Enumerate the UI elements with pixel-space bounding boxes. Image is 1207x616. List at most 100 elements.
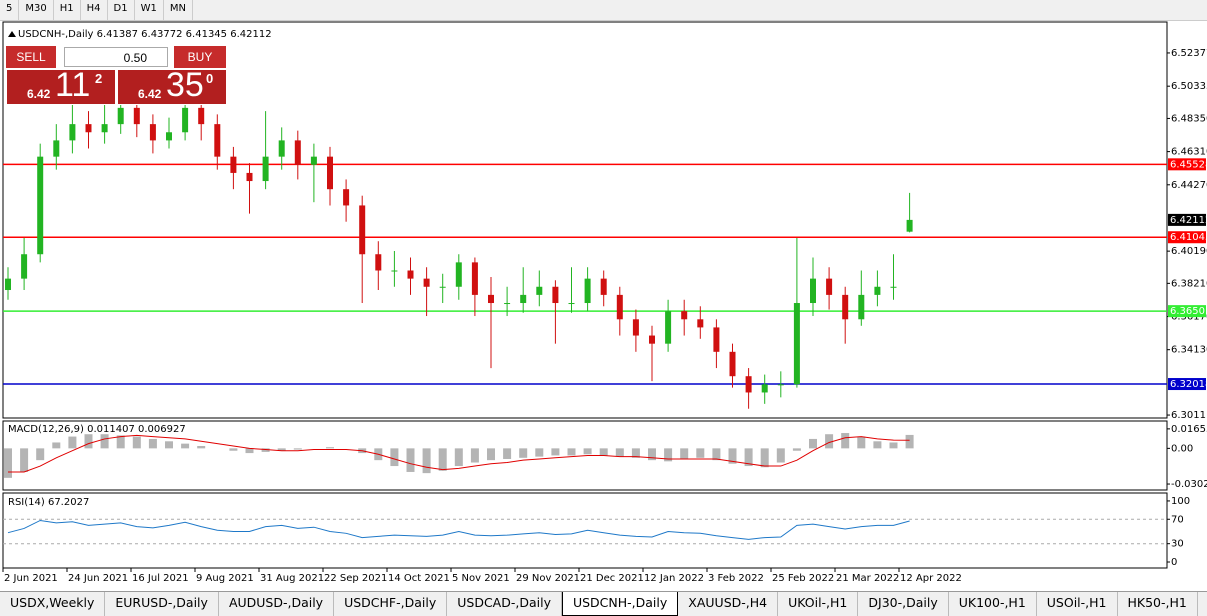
chart-tab[interactable]: EU: [1198, 592, 1207, 616]
macd-bar: [100, 434, 109, 449]
date-label: 12 Jan 2022: [644, 573, 704, 584]
macd-bar: [519, 448, 528, 458]
date-label: 2 Jun 2021: [4, 573, 58, 584]
candle-body: [343, 189, 350, 206]
price-main: 35: [166, 66, 204, 104]
macd-bar: [712, 448, 721, 461]
candle-body: [616, 294, 623, 320]
candle-body: [520, 294, 527, 304]
candle-body: [101, 124, 108, 133]
macd-bar: [825, 434, 834, 449]
price-small: 0: [206, 71, 214, 86]
chart-tab[interactable]: USDCNH-,Daily: [561, 592, 679, 616]
candle-body: [230, 156, 237, 173]
pane: [2, 21, 1168, 419]
timeframe-button[interactable]: D1: [108, 0, 135, 20]
macd-bar: [165, 441, 173, 449]
chart-tab[interactable]: HK50-,H1: [1118, 592, 1198, 616]
y-tick-label: 6.48350: [1171, 113, 1207, 124]
macd-bar: [293, 448, 302, 450]
timeframe-button[interactable]: H4: [81, 0, 108, 20]
date-label: 5 Nov 2021: [452, 573, 510, 584]
macd-bar: [631, 448, 640, 458]
candle-body: [133, 107, 140, 125]
y-tick-label: 100: [1171, 496, 1190, 507]
macd-bar: [132, 436, 141, 449]
date-label: 22 Sep 2021: [324, 573, 387, 584]
candle-body: [214, 124, 221, 157]
candle-body: [149, 124, 156, 141]
macd-bar: [148, 438, 157, 449]
candle-body: [278, 140, 285, 157]
candle-body: [552, 286, 559, 304]
candle-body: [858, 294, 865, 320]
y-tick-label: 6.30111: [1171, 410, 1207, 421]
y-tick-label: -0.030239: [1171, 479, 1207, 490]
y-tick-label: 6.40190: [1171, 246, 1207, 257]
candle-body: [600, 278, 607, 295]
candle-body: [294, 140, 301, 165]
lot-size[interactable]: 0.50: [64, 47, 168, 67]
candle-body: [584, 278, 591, 304]
candle-body: [649, 335, 655, 344]
timeframe-button[interactable]: 5: [0, 0, 20, 20]
candle-body: [488, 294, 494, 304]
candle-body: [5, 278, 11, 291]
macd-bar: [535, 448, 544, 457]
candle-body: [455, 262, 462, 287]
macd-bar: [84, 434, 93, 449]
candle-body: [327, 156, 333, 190]
chart-tab[interactable]: EURUSD-,Daily: [105, 592, 219, 616]
candle-body: [536, 286, 543, 295]
macd-bar: [229, 448, 238, 451]
candle-body: [69, 124, 76, 141]
macd-bar: [680, 448, 689, 459]
chart-tab[interactable]: XAUUSD-,H4: [678, 592, 779, 616]
timeframe-button[interactable]: H1: [54, 0, 81, 20]
chart-tab[interactable]: UKOil-,H1: [778, 592, 859, 616]
candle-body: [906, 219, 913, 232]
candle-body: [713, 327, 720, 352]
candle-body: [793, 303, 800, 385]
macd-bar: [728, 448, 737, 464]
price-level-box: [1168, 158, 1206, 171]
macd-bar: [52, 442, 61, 449]
macd-bar: [696, 448, 705, 458]
macd-bar: [326, 447, 334, 449]
chart-tab[interactable]: USDX,Weekly: [0, 592, 106, 616]
buy-price[interactable]: 6.42 35 0: [117, 66, 227, 105]
macd-bar: [905, 434, 914, 449]
trade-panel: SELL 0.50 BUY 6.42 11 2 6.42 35 0: [6, 46, 227, 105]
chart-tab[interactable]: UK100-,H1: [949, 592, 1037, 616]
sell-button[interactable]: SELL: [6, 46, 56, 68]
price-level-label: 6.45528: [1170, 159, 1207, 170]
macd-bar: [664, 448, 673, 462]
candle-body: [810, 278, 816, 304]
chart-tab[interactable]: AUDUSD-,Daily: [219, 592, 335, 616]
y-tick-label: 6.50333: [1171, 81, 1207, 92]
date-label: 24 Jun 2021: [68, 573, 128, 584]
macd-bar: [36, 448, 45, 461]
macd-bar: [487, 448, 495, 461]
chart-tab[interactable]: DJ30-,Daily: [858, 592, 949, 616]
title-arrow: [8, 31, 16, 37]
chart-tab[interactable]: USDCAD-,Daily: [447, 592, 562, 616]
macd-bar: [68, 436, 77, 449]
candle-body: [359, 205, 366, 255]
macd-bar: [873, 441, 882, 449]
chart-tab[interactable]: USOil-,H1: [1037, 592, 1118, 616]
timeframe-button[interactable]: M30: [19, 0, 54, 20]
date-label: 25 Feb 2022: [772, 573, 834, 584]
timeframe-button[interactable]: MN: [164, 0, 193, 20]
candle-body: [198, 107, 205, 125]
candle-body: [842, 294, 849, 320]
current-price-box: [1168, 213, 1206, 226]
chart-tab[interactable]: USDCHF-,Daily: [334, 592, 448, 616]
price-big: 6.42: [138, 87, 162, 101]
buy-button[interactable]: BUY: [174, 46, 226, 68]
chart-window: 6.52377 6.50333 6.48350 6.46310 6.44270 6.401…: [2, 21, 1207, 584]
sell-price[interactable]: 6.42 11 2: [6, 66, 116, 105]
timeframe-button[interactable]: W1: [135, 0, 164, 20]
candle-body: [632, 319, 639, 336]
macd-bar: [422, 448, 431, 474]
